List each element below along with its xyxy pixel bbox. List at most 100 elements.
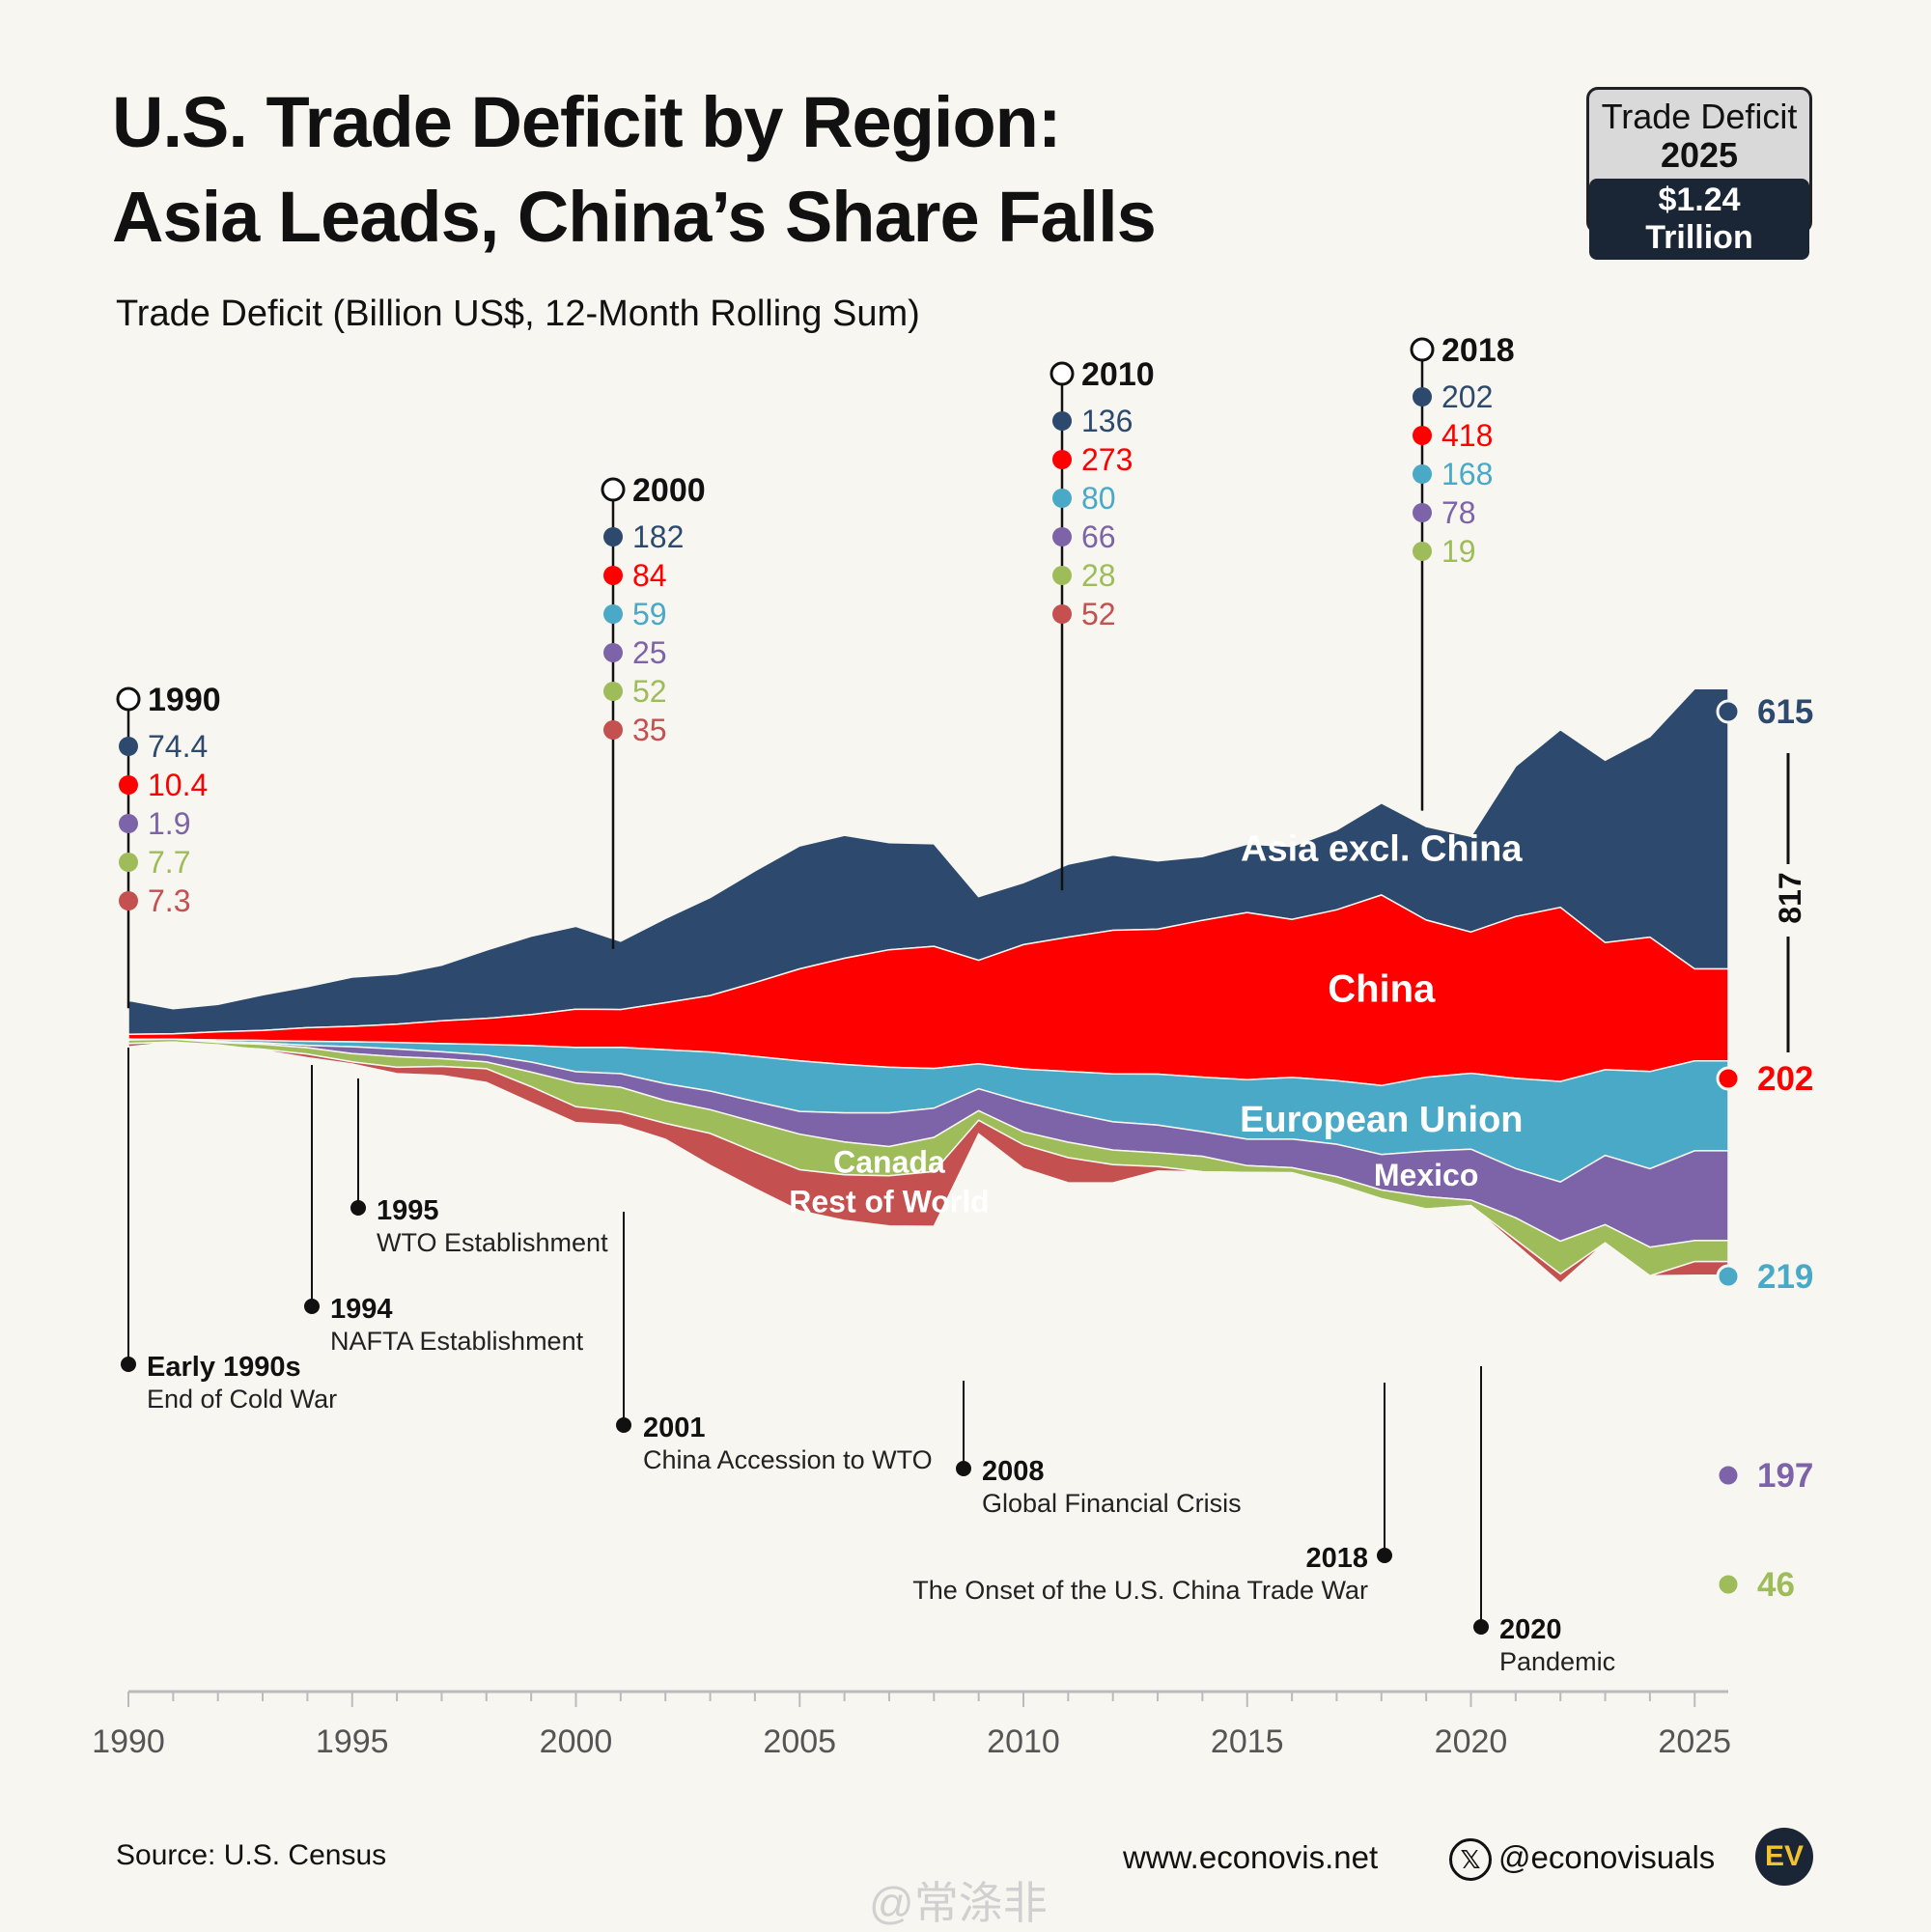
end-dot: [1716, 1572, 1741, 1597]
callout-year: 2010: [1081, 356, 1155, 393]
bracket-total: 817: [1773, 872, 1807, 923]
x-tick-label: 1990: [92, 1723, 165, 1760]
callout-value: 10.4: [148, 768, 208, 802]
event-label: The Onset of the U.S. China Trade War: [912, 1576, 1368, 1605]
callout-value: 168: [1441, 457, 1493, 491]
x-tick-label: 2010: [987, 1723, 1060, 1760]
social-handle[interactable]: @econovisuals: [1498, 1839, 1716, 1875]
end-labels: 615 202 219 197 46 817: [1716, 693, 1813, 1604]
end-value: 615: [1757, 693, 1813, 731]
end-dot: [1716, 1463, 1741, 1488]
end-value: 202: [1757, 1060, 1813, 1098]
event-year: 1994: [330, 1294, 393, 1325]
title-line-2: Asia Leads, China’s Share Falls: [112, 177, 1157, 257]
event-label: WTO Establishment: [377, 1228, 608, 1257]
callout-dot: [603, 643, 623, 662]
callout-dot: [1052, 411, 1072, 431]
x-tick-label: 2000: [540, 1723, 613, 1760]
end-value: 219: [1757, 1258, 1813, 1296]
event-dot: [121, 1357, 136, 1372]
callout-dot: [1052, 450, 1072, 469]
badge-value: $1.24 Trillion: [1589, 179, 1809, 260]
callout-value: 182: [632, 519, 684, 554]
event-dot: [304, 1299, 320, 1314]
event-label: China Accession to WTO: [643, 1445, 933, 1474]
callout-value: 52: [632, 674, 667, 709]
callout-value: 74.4: [148, 729, 208, 764]
event-dot: [1473, 1619, 1489, 1635]
label-asia: Asia excl. China: [1241, 828, 1523, 869]
callout-year-marker: [1049, 361, 1075, 386]
callout-year: 2018: [1441, 332, 1515, 369]
callout-value: 418: [1441, 418, 1493, 453]
callout-value: 7.3: [148, 883, 190, 918]
event-dot: [350, 1200, 366, 1216]
callout-dot: [603, 720, 623, 740]
callout-value: 202: [1441, 379, 1493, 414]
label-mexico: Mexico: [1374, 1158, 1478, 1192]
event-dot: [1377, 1548, 1392, 1563]
callout-value: 136: [1081, 404, 1133, 438]
event-year: 2018: [1305, 1543, 1368, 1574]
x-tick-label: 1995: [316, 1723, 389, 1760]
end-dot: [1716, 1264, 1741, 1289]
callout-dot: [603, 566, 623, 585]
callout-value: 25: [632, 635, 667, 670]
callout-value: 35: [632, 713, 667, 747]
callout-dot: [1413, 542, 1432, 561]
callout-year-marker: [116, 686, 141, 712]
callout-value: 28: [1081, 558, 1116, 593]
event-dot: [956, 1461, 971, 1476]
end-dot: [1716, 1066, 1741, 1091]
callout-dot: [119, 814, 138, 833]
callout-value: 84: [632, 558, 667, 593]
callout-dot: [603, 527, 623, 546]
callout-dot: [1413, 426, 1432, 445]
callout-dot: [1413, 503, 1432, 522]
region-labels: Asia excl. China China European Union Mexic…: [789, 828, 1523, 1218]
x-tick-label: 2015: [1211, 1723, 1284, 1760]
watermark: @常涤非: [869, 1878, 1048, 1928]
badge-label: Trade Deficit: [1601, 97, 1798, 136]
callout-dot: [119, 737, 138, 756]
event-dot: [616, 1417, 631, 1433]
callout-value: 52: [1081, 597, 1116, 631]
callout-dot: [1413, 464, 1432, 484]
callout-year-marker: [601, 477, 626, 502]
event-year: 2001: [643, 1413, 706, 1443]
label-row: Rest of World: [789, 1185, 989, 1219]
x-axis: 1990 1995 2000 2005 2010 2015 2020 2025: [92, 1690, 1731, 1760]
x-tick-label: 2005: [763, 1723, 836, 1760]
callout-dot: [603, 604, 623, 624]
website-link[interactable]: www.econovis.net: [1123, 1839, 1379, 1875]
callout-dot: [1052, 527, 1072, 546]
title-line-1: U.S. Trade Deficit by Region:: [112, 82, 1062, 162]
callout-dot: [119, 891, 138, 910]
event-label: NAFTA Establishment: [330, 1327, 584, 1356]
callout-dot: [603, 682, 623, 701]
callout-dot: [119, 775, 138, 795]
end-value: 197: [1757, 1457, 1813, 1495]
chart-subtitle: Trade Deficit (Billion US$, 12-Month Rol…: [116, 294, 920, 334]
callout-dot: [1052, 489, 1072, 508]
callout-value: 78: [1441, 495, 1476, 530]
end-dot: [1716, 699, 1741, 724]
label-china: China: [1328, 968, 1436, 1011]
callout-value: 1.9: [148, 806, 190, 841]
event-year: 1995: [377, 1195, 439, 1226]
x-tick-label: 2020: [1435, 1723, 1508, 1760]
source-note: Source: U.S. Census: [116, 1839, 387, 1871]
callout-value: 273: [1081, 442, 1133, 477]
area-layers: [127, 687, 1729, 1284]
callout-value: 80: [1081, 481, 1116, 516]
event-label: Pandemic: [1499, 1647, 1615, 1676]
callout-value: 66: [1081, 519, 1116, 554]
event-year: 2008: [982, 1456, 1045, 1487]
event-year: 2020: [1499, 1614, 1562, 1645]
total-badge: Trade Deficit 2025 $1.24 Trillion: [1586, 87, 1812, 260]
callout-year: 1990: [148, 682, 221, 718]
x-tick-label: 2025: [1658, 1723, 1731, 1760]
callout-value: 19: [1441, 534, 1476, 569]
